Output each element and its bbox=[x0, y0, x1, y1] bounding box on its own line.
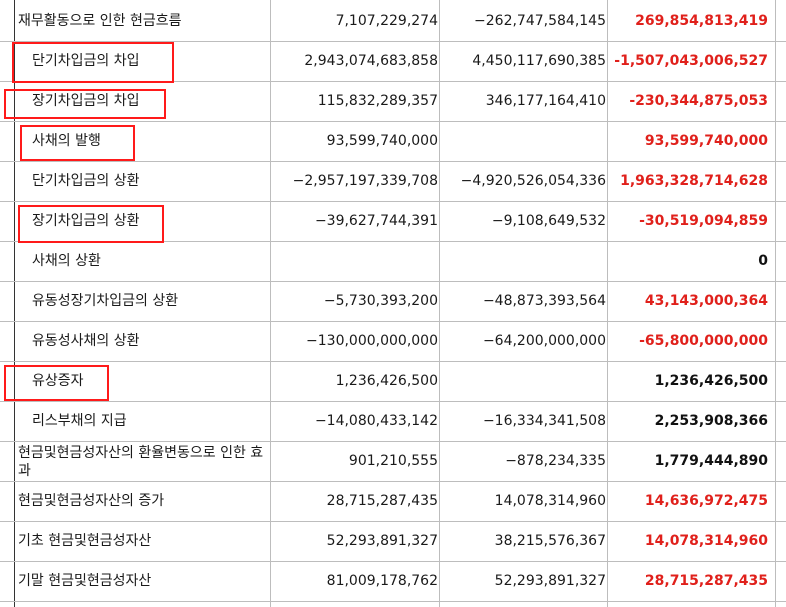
difference-cell[interactable]: 1,779,444,890 bbox=[654, 453, 768, 469]
prior-value-cell[interactable]: 7,107,229,274 bbox=[335, 13, 438, 29]
row-label: 유동성사채의 상환 bbox=[32, 333, 140, 349]
prior-value-cell[interactable]: 115,832,289,357 bbox=[317, 93, 438, 109]
highlight-box bbox=[18, 205, 164, 243]
table-row[interactable]: 현금및현금성자산의 환율변동으로 인한 효과 901,210,555 −878,… bbox=[0, 442, 786, 482]
current-value-cell[interactable]: −878,234,335 bbox=[505, 453, 606, 469]
column-divider bbox=[775, 0, 776, 607]
current-value-cell[interactable]: −9,108,649,532 bbox=[491, 213, 606, 229]
prior-value-cell[interactable]: −130,000,000,000 bbox=[306, 333, 438, 349]
prior-value-cell[interactable]: 901,210,555 bbox=[348, 453, 438, 469]
current-value-cell[interactable]: 52,293,891,327 bbox=[494, 573, 606, 589]
table-row[interactable]: 유동성사채의 상환 −130,000,000,000 −64,200,000,0… bbox=[0, 322, 786, 362]
highlight-box bbox=[12, 42, 174, 83]
table-row[interactable]: 유동성장기차입금의 상환 −5,730,393,200 −48,873,393,… bbox=[0, 282, 786, 322]
current-value-cell[interactable] bbox=[440, 362, 606, 401]
highlight-box bbox=[4, 89, 166, 119]
difference-cell[interactable]: 14,078,314,960 bbox=[644, 533, 768, 549]
prior-value-cell[interactable]: 93,599,740,000 bbox=[326, 133, 438, 149]
prior-value-cell[interactable]: 1,236,426,500 bbox=[335, 373, 438, 389]
prior-value-cell[interactable]: 2,943,074,683,858 bbox=[304, 53, 438, 69]
table-row[interactable]: 사채의 발행 93,599,740,000 93,599,740,000 bbox=[0, 122, 786, 162]
difference-cell[interactable]: 14,636,972,475 bbox=[644, 493, 768, 509]
current-value-cell[interactable]: 4,450,117,690,385 bbox=[472, 53, 606, 69]
column-divider bbox=[14, 0, 15, 607]
prior-value-cell[interactable]: −14,080,433,142 bbox=[314, 413, 438, 429]
prior-value-cell[interactable]: 28,715,287,435 bbox=[326, 493, 438, 509]
table-row[interactable]: 단기차입금의 상환 −2,957,197,339,708 −4,920,526,… bbox=[0, 162, 786, 202]
row-label: 현금및현금성자산의 환율변동으로 인한 효과 bbox=[18, 445, 264, 479]
difference-cell[interactable]: 93,599,740,000 bbox=[644, 133, 768, 149]
current-value-cell[interactable]: −4,920,526,054,336 bbox=[460, 173, 606, 189]
current-value-cell[interactable] bbox=[440, 122, 606, 161]
prior-value-cell[interactable]: 52,293,891,327 bbox=[326, 533, 438, 549]
row-label: 유상증자 bbox=[32, 373, 84, 389]
prior-value-cell[interactable]: −5,730,393,200 bbox=[323, 293, 438, 309]
row-label: 기말 현금및현금성자산 bbox=[18, 573, 152, 589]
current-value-cell[interactable]: 14,078,314,960 bbox=[494, 493, 606, 509]
row-label: 단기차입금의 상환 bbox=[32, 173, 140, 189]
current-value-cell[interactable]: −64,200,000,000 bbox=[482, 333, 606, 349]
table-row[interactable]: 재무활동으로 인한 현금흐름 7,107,229,274 −262,747,58… bbox=[0, 2, 786, 42]
difference-cell[interactable]: 28,715,287,435 bbox=[644, 573, 768, 589]
table-row[interactable]: 장기차입금의 상환 −39,627,744,391 −9,108,649,532… bbox=[0, 202, 786, 242]
prior-value-cell[interactable]: −2,957,197,339,708 bbox=[292, 173, 438, 189]
prior-value-cell[interactable] bbox=[270, 242, 438, 281]
current-value-cell[interactable]: −16,334,341,508 bbox=[482, 413, 606, 429]
row-label: 재무활동으로 인한 현금흐름 bbox=[18, 13, 182, 29]
prior-value-cell[interactable]: 81,009,178,762 bbox=[326, 573, 438, 589]
table-row[interactable]: 기말 현금및현금성자산 81,009,178,762 52,293,891,32… bbox=[0, 562, 786, 602]
column-divider bbox=[439, 0, 440, 607]
difference-cell[interactable]: -65,800,000,000 bbox=[639, 333, 768, 349]
table-row[interactable]: 사채의 상환 0 bbox=[0, 242, 786, 282]
row-label: 현금및현금성자산의 증가 bbox=[18, 493, 165, 509]
row-label: 리스부채의 지급 bbox=[32, 413, 127, 429]
difference-cell[interactable]: 269,854,813,419 bbox=[635, 13, 768, 29]
difference-cell[interactable]: 43,143,000,364 bbox=[644, 293, 768, 309]
row-label: 사채의 발행 bbox=[32, 133, 101, 149]
table-row[interactable]: 현금및현금성자산의 증가 28,715,287,435 14,078,314,9… bbox=[0, 482, 786, 522]
difference-cell[interactable]: 2,253,908,366 bbox=[654, 413, 768, 429]
table-row[interactable]: 기초 현금및현금성자산 52,293,891,327 38,215,576,36… bbox=[0, 522, 786, 562]
difference-cell[interactable]: 1,963,328,714,628 bbox=[620, 173, 768, 189]
row-label: 장기차입금의 차입 bbox=[32, 93, 140, 109]
current-value-cell[interactable] bbox=[440, 242, 606, 281]
table-row[interactable]: 리스부채의 지급 −14,080,433,142 −16,334,341,508… bbox=[0, 402, 786, 442]
current-value-cell[interactable]: −48,873,393,564 bbox=[482, 293, 606, 309]
difference-cell[interactable]: -1,507,043,006,527 bbox=[614, 53, 768, 69]
current-value-cell[interactable]: −262,747,584,145 bbox=[474, 13, 606, 29]
row-label: 사채의 상환 bbox=[32, 253, 101, 269]
table-row[interactable]: 유상증자 1,236,426,500 1,236,426,500 bbox=[0, 362, 786, 402]
prior-value-cell[interactable]: −39,627,744,391 bbox=[314, 213, 438, 229]
column-divider bbox=[270, 0, 271, 607]
current-value-cell[interactable]: 38,215,576,367 bbox=[494, 533, 606, 549]
current-value-cell[interactable]: 346,177,164,410 bbox=[485, 93, 606, 109]
difference-cell[interactable]: -30,519,094,859 bbox=[639, 213, 768, 229]
highlight-box bbox=[4, 365, 109, 401]
difference-cell[interactable]: 0 bbox=[758, 253, 768, 269]
table-row[interactable]: 단기차입금의 차입 2,943,074,683,858 4,450,117,69… bbox=[0, 42, 786, 82]
row-label: 장기차입금의 상환 bbox=[32, 213, 140, 229]
highlight-box bbox=[20, 125, 135, 161]
difference-cell[interactable]: -230,344,875,053 bbox=[629, 93, 768, 109]
column-divider bbox=[607, 0, 608, 607]
difference-cell[interactable]: 1,236,426,500 bbox=[654, 373, 768, 389]
table-row[interactable]: 장기차입금의 차입 115,832,289,357 346,177,164,41… bbox=[0, 82, 786, 122]
row-label: 유동성장기차입금의 상환 bbox=[32, 293, 179, 309]
row-label: 단기차입금의 차입 bbox=[32, 53, 140, 69]
row-label: 기초 현금및현금성자산 bbox=[18, 533, 152, 549]
